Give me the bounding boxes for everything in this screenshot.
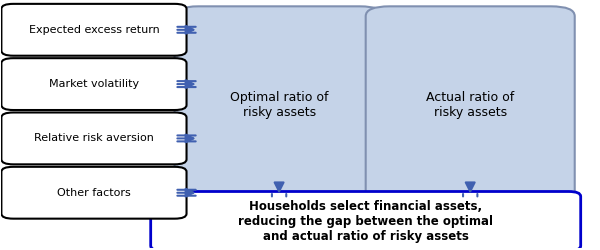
FancyBboxPatch shape (1, 4, 187, 56)
Text: Households select financial assets,
reducing the gap between the optimal
and act: Households select financial assets, redu… (238, 200, 493, 243)
FancyBboxPatch shape (1, 167, 187, 219)
FancyBboxPatch shape (365, 6, 575, 204)
FancyBboxPatch shape (175, 6, 383, 204)
FancyBboxPatch shape (151, 192, 581, 250)
Text: Other factors: Other factors (57, 188, 131, 198)
Text: Actual ratio of
risky assets: Actual ratio of risky assets (426, 91, 514, 119)
Text: Optimal ratio of
risky assets: Optimal ratio of risky assets (230, 91, 328, 119)
FancyBboxPatch shape (1, 58, 187, 110)
Text: Market volatility: Market volatility (49, 79, 139, 89)
Text: Relative risk aversion: Relative risk aversion (34, 134, 154, 143)
Text: Expected excess return: Expected excess return (29, 25, 160, 35)
FancyBboxPatch shape (1, 112, 187, 164)
